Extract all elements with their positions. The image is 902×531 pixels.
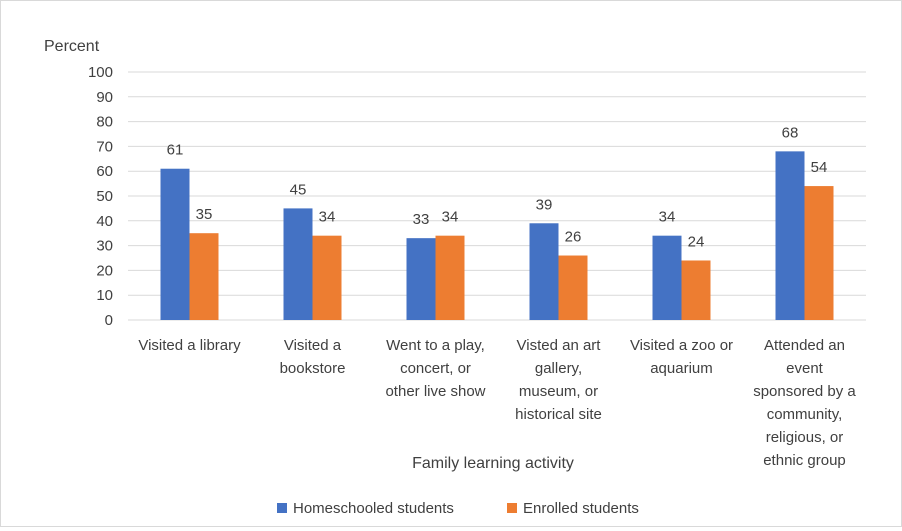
x-axis-title: Family learning activity xyxy=(412,455,574,472)
bar-homeschooled xyxy=(775,151,805,320)
bar-enrolled xyxy=(804,186,834,320)
data-label: 39 xyxy=(536,196,553,213)
bar-enrolled xyxy=(681,260,711,320)
y-tick-label: 100 xyxy=(88,64,113,81)
bars xyxy=(160,151,834,320)
bar-homeschooled xyxy=(529,223,559,320)
data-label: 34 xyxy=(319,209,336,226)
data-labels: 61 35 45 34 33 34 39 26 34 24 68 54 xyxy=(167,124,828,250)
category-label: Went to a play, concert, or other live sho… xyxy=(385,337,485,400)
legend-swatch xyxy=(507,503,517,513)
data-label: 61 xyxy=(167,142,184,159)
category-labels: Visited a library Visited a bookstore Went … xyxy=(138,337,856,469)
bar-homeschooled xyxy=(406,238,436,320)
bar-enrolled xyxy=(312,235,342,320)
data-label: 68 xyxy=(782,124,799,141)
data-label: 24 xyxy=(688,233,705,250)
y-tick-label: 30 xyxy=(96,238,113,255)
y-tick-label: 50 xyxy=(96,188,113,205)
y-tick-label: 10 xyxy=(96,287,113,304)
y-tick-label: 90 xyxy=(96,89,113,106)
y-tick-label: 70 xyxy=(96,138,113,155)
data-label: 33 xyxy=(413,211,430,228)
y-tick-label: 60 xyxy=(96,163,113,180)
category-label: Visited a bookstore xyxy=(280,337,346,377)
data-label: 34 xyxy=(659,209,676,226)
y-tick-labels: 0 10 20 30 40 50 60 70 80 90 100 xyxy=(88,64,113,329)
y-axis-title: Percent xyxy=(44,38,100,55)
data-label: 54 xyxy=(811,159,828,176)
gridlines xyxy=(128,71,866,321)
legend-swatch xyxy=(277,503,287,513)
legend-label: Enrolled students xyxy=(523,500,639,517)
legend: Homeschooled students Enrolled students xyxy=(277,500,639,517)
bar-homeschooled xyxy=(652,235,682,320)
bar-enrolled xyxy=(558,255,588,320)
bar-homeschooled xyxy=(283,208,313,320)
data-label: 34 xyxy=(442,209,459,226)
data-label: 26 xyxy=(565,229,582,246)
bar-enrolled xyxy=(435,235,465,320)
category-label: Visted an art gallery, museum, or historica… xyxy=(515,337,602,423)
category-label: Attended an event sponsored by a community,… xyxy=(753,337,856,469)
bar-homeschooled xyxy=(160,168,190,320)
legend-label: Homeschooled students xyxy=(293,500,454,517)
data-label: 45 xyxy=(290,181,307,198)
data-label: 35 xyxy=(196,206,213,223)
bar-enrolled xyxy=(189,233,219,320)
category-label: Visited a zoo or aquarium xyxy=(630,337,733,377)
y-tick-label: 80 xyxy=(96,114,113,131)
y-tick-label: 0 xyxy=(105,312,113,329)
category-label: Visited a library xyxy=(138,337,241,354)
y-tick-label: 40 xyxy=(96,213,113,230)
y-tick-label: 20 xyxy=(96,262,113,279)
